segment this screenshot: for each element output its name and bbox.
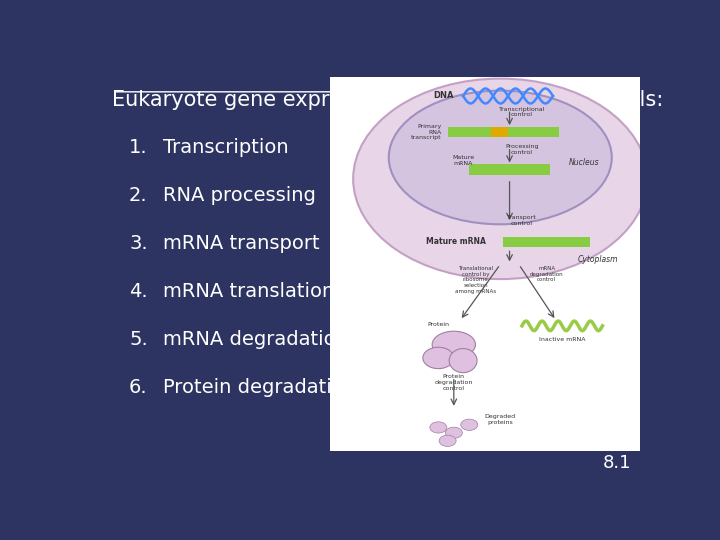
Text: 8.1: 8.1 <box>603 454 631 472</box>
Text: mRNA translation: mRNA translation <box>163 282 334 301</box>
Text: Eukaryote gene expression is regulated at six levels:: Eukaryote gene expression is regulated a… <box>112 90 664 110</box>
Text: Protein degradation: Protein degradation <box>163 377 356 396</box>
Text: mRNA transport: mRNA transport <box>163 234 319 253</box>
Text: 5.: 5. <box>129 330 148 349</box>
Text: RNA processing: RNA processing <box>163 186 315 205</box>
Text: 2.: 2. <box>129 186 148 205</box>
FancyBboxPatch shape <box>330 77 639 451</box>
Text: 4.: 4. <box>129 282 148 301</box>
Text: Transcription: Transcription <box>163 138 288 158</box>
Text: 6.: 6. <box>129 377 148 396</box>
Text: mRNA degradation: mRNA degradation <box>163 330 348 349</box>
Text: 3.: 3. <box>129 234 148 253</box>
Text: 1.: 1. <box>129 138 148 158</box>
